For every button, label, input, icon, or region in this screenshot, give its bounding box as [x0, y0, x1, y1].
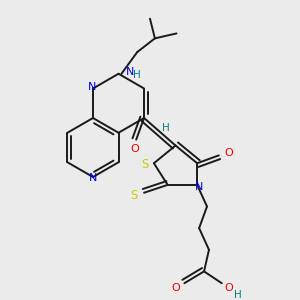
Text: N: N [88, 82, 96, 92]
Text: O: O [224, 148, 233, 158]
Text: H: H [133, 70, 141, 80]
Text: S: S [130, 189, 138, 202]
Text: O: O [131, 145, 140, 154]
Text: O: O [171, 283, 180, 293]
Text: H: H [233, 290, 241, 300]
Text: N: N [89, 173, 97, 183]
Text: S: S [141, 158, 149, 171]
Text: O: O [225, 283, 233, 293]
Text: H: H [162, 123, 170, 133]
Text: N: N [195, 182, 203, 192]
Text: N: N [125, 67, 134, 77]
